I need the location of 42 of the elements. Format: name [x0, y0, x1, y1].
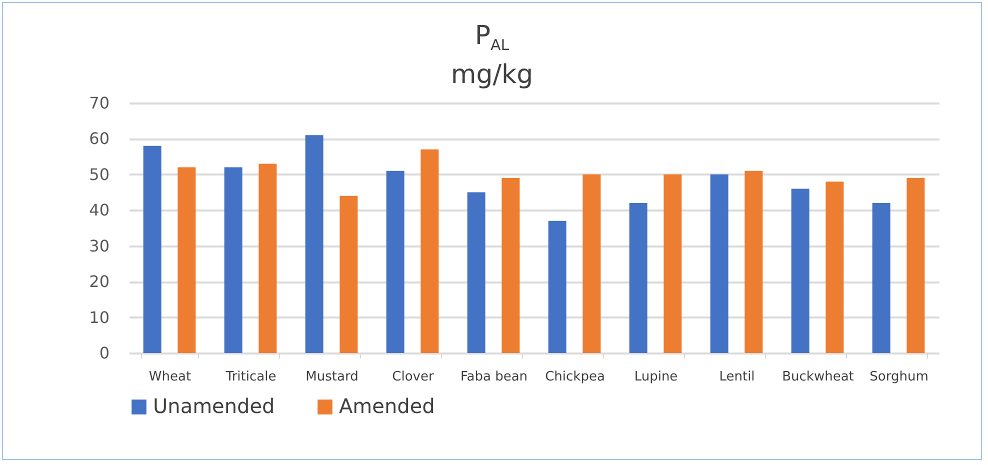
- bar: [906, 178, 925, 354]
- y-tick-label: 60: [89, 129, 110, 148]
- bar: [258, 164, 277, 354]
- chart-subtitle: mg/kg: [450, 60, 534, 90]
- x-tick-label: Triticale: [224, 370, 276, 385]
- x-tick-label: Lupine: [634, 370, 678, 385]
- x-tick-label: Mustard: [306, 370, 358, 385]
- legend-label: Amended: [339, 394, 435, 418]
- bar: [420, 150, 439, 354]
- bar: [224, 167, 242, 354]
- bar: [664, 174, 682, 354]
- x-tick-label: Wheat: [148, 370, 192, 385]
- bar: [826, 182, 844, 354]
- y-tick-label: 10: [89, 308, 110, 327]
- bar: [710, 174, 728, 354]
- legend-label: Unamended: [153, 394, 275, 418]
- x-tick-label: Clover: [392, 370, 434, 385]
- x-tick-label: Buckwheat: [782, 370, 854, 385]
- y-tick-label: 40: [89, 200, 110, 220]
- bar: [502, 178, 520, 354]
- x-tick-label: Faba bean: [460, 370, 528, 385]
- bar: [582, 174, 601, 354]
- x-tick-label: Sorghum: [870, 370, 928, 385]
- bar: [791, 188, 810, 354]
- bar: [386, 171, 404, 354]
- y-tick-label: 20: [89, 272, 110, 292]
- bar: [340, 196, 358, 354]
- bar: [629, 203, 648, 354]
- bar: [872, 203, 890, 354]
- bar: [548, 221, 566, 354]
- bar: [178, 167, 196, 354]
- x-tick-label: Lentil: [719, 370, 755, 385]
- x-tick-label: Chickpea: [545, 370, 605, 385]
- y-tick-label: 50: [89, 165, 110, 184]
- bar: [143, 146, 162, 354]
- bar: [744, 171, 763, 354]
- y-tick-label: 70: [89, 94, 110, 113]
- y-tick-label: 30: [89, 236, 110, 256]
- chart-title: P$_{AL}$: [474, 21, 510, 56]
- y-tick-label: 0: [99, 344, 110, 363]
- bar: [305, 135, 324, 354]
- bar: [467, 192, 486, 354]
